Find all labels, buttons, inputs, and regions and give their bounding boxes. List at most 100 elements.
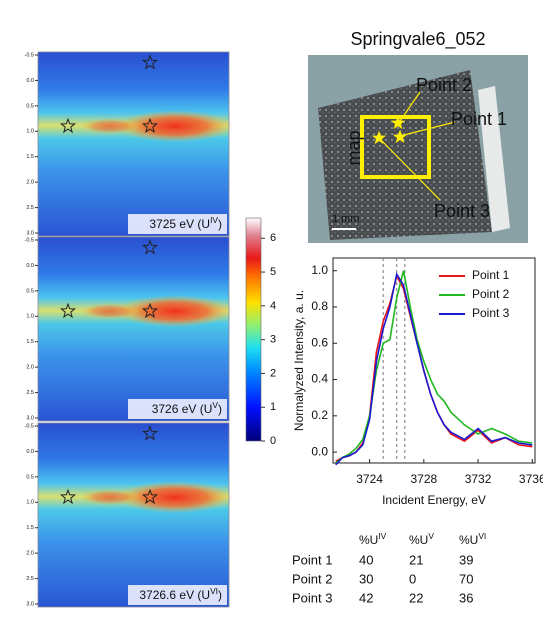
star-marker — [141, 302, 159, 319]
photo-label: Point 1 — [451, 109, 507, 129]
y-tick-label: 0.5 — [26, 103, 34, 109]
x-axis-label: Incident Energy, eV — [382, 493, 486, 507]
y-tick-label: 2.0 — [26, 365, 34, 371]
y-tick-label: 2.5 — [26, 205, 34, 211]
y-tick-label: 1.5 — [26, 339, 34, 345]
heatmap-image — [38, 52, 229, 236]
table-header: %UV — [409, 531, 434, 547]
pointer — [381, 140, 441, 201]
y-tick-label: 0.5 — [26, 288, 34, 294]
y-tick-label: 3.0 — [26, 230, 34, 236]
colorbar-tick-label: 3 — [270, 334, 276, 346]
x-tick-label: 3732 — [465, 472, 492, 486]
heatmap-hotspot — [117, 110, 233, 143]
star-marker — [59, 488, 77, 505]
y-tick-label: 3.0 — [26, 601, 34, 607]
heatmap-image — [38, 237, 229, 421]
y-tick-label: 2.0 — [26, 551, 34, 557]
photo-label: map — [344, 130, 364, 165]
y-tick-label: -0.5 — [25, 237, 34, 243]
y-tick-label: 2.0 — [26, 180, 34, 186]
table-header-text: %U — [359, 533, 378, 547]
table-header-sup: VI — [478, 531, 486, 541]
star-marker — [141, 117, 159, 134]
heatmap-hotspot — [80, 489, 140, 506]
table-cell: 22 — [409, 590, 423, 605]
table-header: %UIV — [359, 531, 387, 547]
series-line — [335, 272, 533, 466]
star-marker — [390, 115, 406, 130]
table-header-text: %U — [459, 533, 478, 547]
table-header-sup: IV — [378, 531, 386, 541]
label-box — [128, 585, 227, 605]
panel-label-tail: ) — [218, 217, 222, 231]
table-cell: 21 — [409, 552, 423, 567]
panel-label: 3726 eV (UV) — [152, 400, 222, 416]
table-header: %UVI — [459, 531, 486, 547]
scale-label: 1 mm — [332, 213, 360, 225]
star-marker — [141, 239, 159, 255]
series-line — [335, 270, 533, 464]
y-tick-label: 0.2 — [311, 408, 328, 422]
table-cell: 0 — [409, 571, 416, 586]
panel-frame — [37, 51, 230, 237]
y-tick-label: -0.5 — [25, 52, 34, 58]
y-tick-label: -0.5 — [25, 423, 34, 429]
legend-label: Point 2 — [472, 287, 510, 301]
panel-label-sup: VI — [210, 586, 218, 596]
x-tick-label: 3728 — [410, 472, 437, 486]
star-marker — [141, 425, 159, 441]
y-tick-label: 3.0 — [26, 415, 34, 421]
table-cell: 42 — [359, 590, 373, 605]
photo-label: Point 2 — [416, 75, 472, 95]
panel-label-sup: IV — [210, 215, 218, 225]
plot-frame — [332, 257, 536, 464]
row-label: Point 2 — [292, 571, 332, 586]
pointer — [399, 91, 421, 122]
table-cell: 36 — [459, 590, 473, 605]
y-axis-label: Normalyzed Intensity, a. u. — [292, 290, 306, 431]
panel-label-text: 3726 eV (U — [152, 402, 213, 416]
y-tick-label: 0.6 — [311, 335, 328, 349]
y-tick-label: 1.0 — [311, 263, 328, 277]
heatmap-hotspot — [117, 295, 233, 328]
y-tick-label: 0.8 — [311, 299, 328, 313]
sample-rock — [318, 70, 492, 240]
table-cell: 70 — [459, 571, 473, 586]
panel-frame — [37, 422, 230, 608]
star-marker — [59, 302, 77, 319]
y-tick-label: 2.5 — [26, 576, 34, 582]
x-tick-label: 3736 — [519, 472, 543, 486]
y-tick-label: 0.5 — [26, 474, 34, 480]
star-marker — [371, 130, 387, 145]
heatmap-hotspot — [80, 303, 140, 320]
colorbar — [245, 217, 262, 442]
pointer — [403, 121, 456, 136]
y-tick-label: 0.0 — [26, 263, 34, 269]
heatmap-hotspot — [80, 118, 140, 135]
panel-label-text: 3725 eV (U — [149, 217, 210, 231]
panel-label-sup: V — [212, 400, 218, 410]
y-tick-label: 0.0 — [311, 444, 328, 458]
heatmap-image — [38, 423, 229, 607]
colorbar-tick-label: 0 — [270, 435, 276, 447]
panel-label-tail: ) — [218, 588, 222, 602]
star-marker — [141, 54, 159, 70]
y-tick-label: 2.5 — [26, 390, 34, 396]
panel-label-text: 3726.6 eV (U — [139, 588, 210, 602]
legend-label: Point 3 — [472, 306, 510, 320]
colorbar-tick-label: 4 — [270, 300, 276, 312]
y-tick-label: 1.0 — [26, 129, 34, 135]
photo-label: Point 3 — [434, 201, 490, 221]
star-marker — [59, 117, 77, 134]
y-tick-label: 0.0 — [26, 449, 34, 455]
y-tick-label: 1.5 — [26, 525, 34, 531]
row-label: Point 1 — [292, 552, 332, 567]
table-header-sup: V — [428, 531, 434, 541]
panel-label: 3726.6 eV (UVI) — [139, 586, 222, 602]
row-label: Point 3 — [292, 590, 332, 605]
colorbar-tick-label: 6 — [270, 232, 276, 244]
panel-label-tail: ) — [218, 402, 222, 416]
panel-label: 3725 eV (UIV) — [149, 215, 222, 231]
